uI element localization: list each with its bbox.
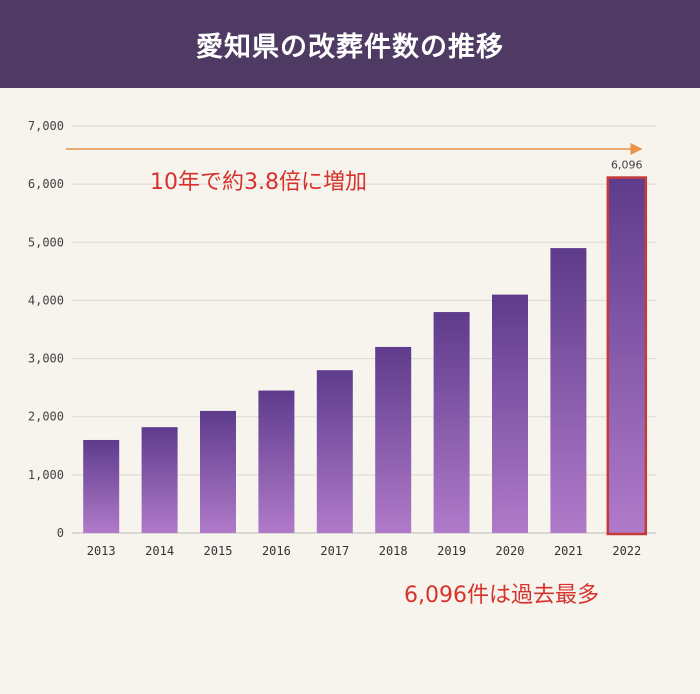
x-tick-label: 2021 (554, 544, 583, 558)
bar-2015 (200, 410, 236, 533)
x-tick-label: 2022 (612, 544, 641, 558)
data-labels: 6,096 (611, 159, 643, 172)
bar-2014 (141, 427, 178, 533)
y-tick-label: 4,000 (28, 293, 64, 307)
x-tick-label: 2017 (320, 544, 349, 558)
chart-header: 愛知県の改葬件数の推移 (0, 0, 700, 88)
y-axis: 0 1,000 2,000 3,000 4,000 5,000 6,000 7,000 (28, 119, 64, 540)
record-annotation: 6,096件は過去最多 (404, 583, 599, 608)
data-label: 6,096 (611, 159, 643, 172)
bar-2013 (83, 439, 120, 533)
bar-2019 (433, 312, 470, 533)
x-tick-label: 2013 (87, 544, 116, 558)
x-tick-label: 2016 (262, 544, 291, 558)
x-tick-label: 2014 (145, 544, 174, 558)
y-tick-label: 3,000 (28, 352, 64, 366)
x-tick-label: 2019 (437, 544, 466, 558)
y-tick-label: 5,000 (28, 235, 64, 249)
bar-2017 (316, 370, 353, 533)
y-tick-label: 2,000 (28, 410, 64, 424)
bars (83, 176, 648, 536)
bar-2022 (608, 178, 645, 533)
bar-2016 (258, 390, 295, 533)
bar-2021 (550, 248, 587, 533)
bar-2018 (375, 346, 412, 533)
x-tick-label: 2018 (379, 544, 408, 558)
trend-annotation: 10年で約3.8倍に増加 (150, 170, 367, 195)
highlight-box (606, 176, 648, 536)
x-tick-label: 2015 (204, 544, 233, 558)
chart-title: 愛知県の改葬件数の推移 (196, 31, 504, 63)
y-tick-label: 1,000 (28, 468, 64, 482)
bar-2020 (492, 294, 528, 533)
y-tick-label: 6,000 (28, 177, 64, 191)
x-tick-label: 2020 (496, 544, 525, 558)
y-tick-label: 0 (57, 526, 64, 540)
x-axis: 2013 2014 2015 2016 2017 2018 2019 2020 2021 2022 (87, 544, 642, 558)
y-tick-label: 7,000 (28, 119, 64, 133)
